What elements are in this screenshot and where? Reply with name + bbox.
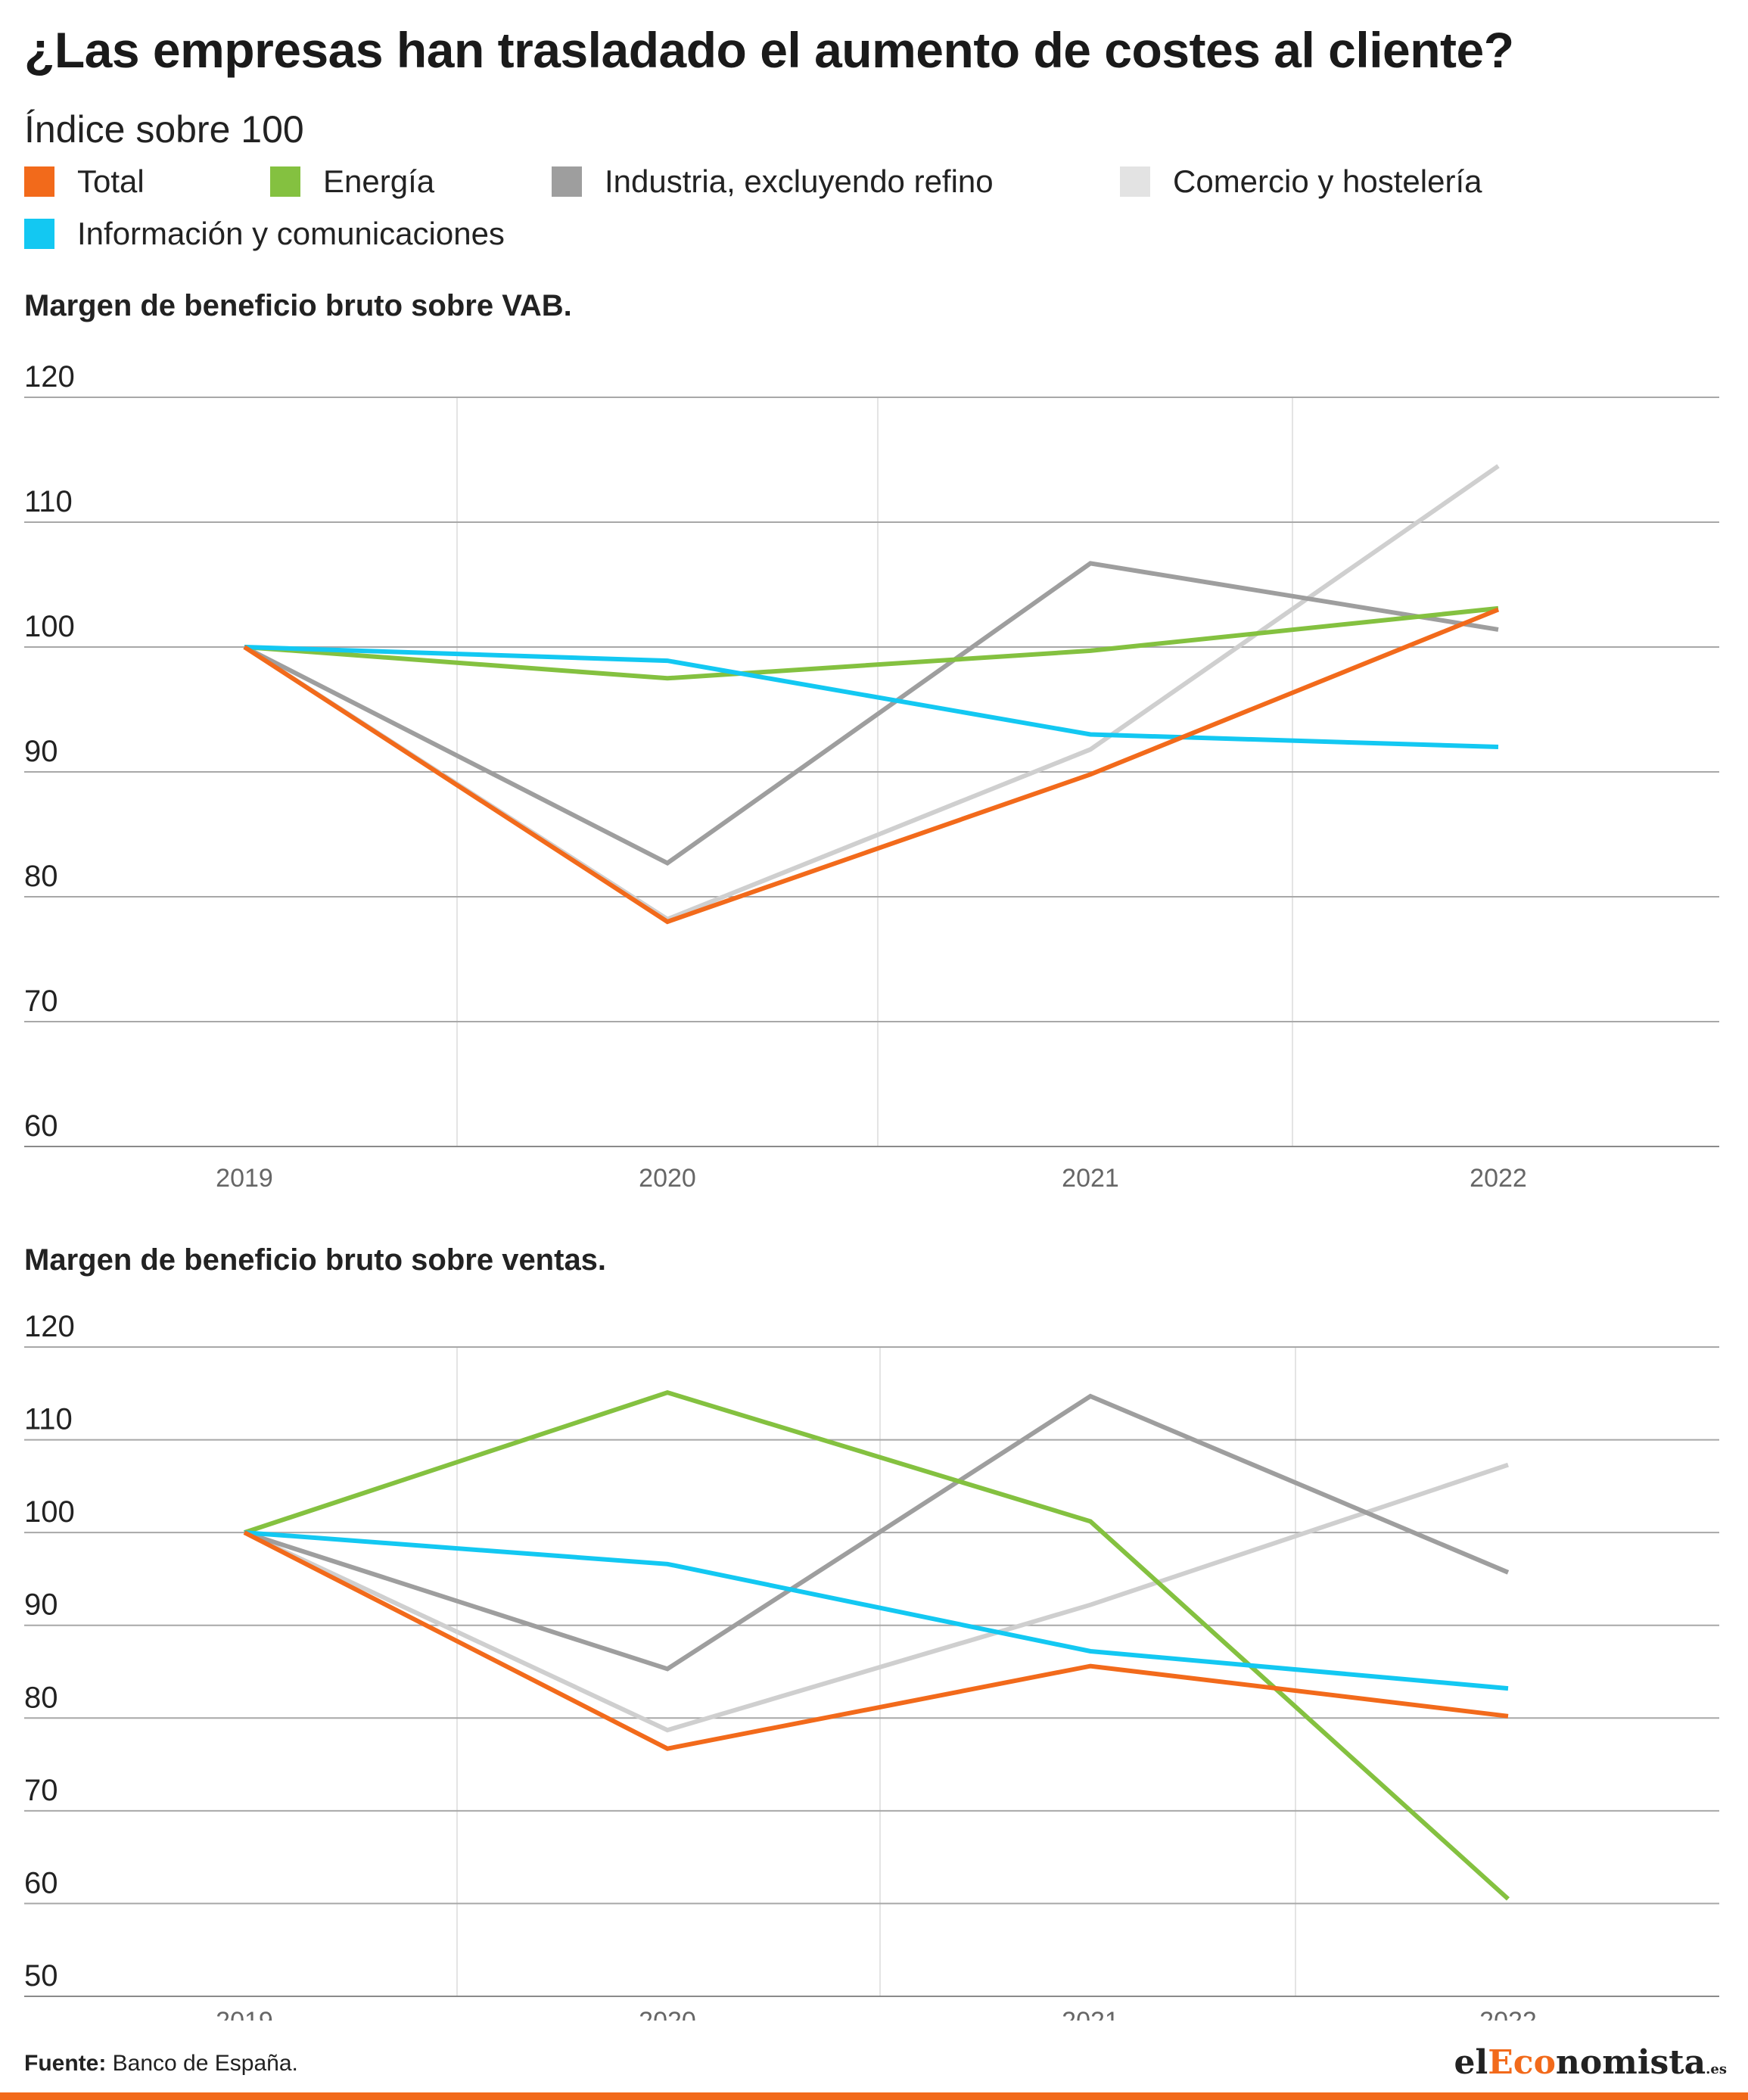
eleconomista-logo: elEconomista.es (1454, 2043, 1727, 2082)
panel-title-vab: Margen de beneficio bruto sobre VAB. (24, 289, 572, 322)
y-tick-label: 100 (24, 610, 75, 643)
legend-item-energia: Energía (270, 163, 434, 200)
x-tick-label: 2019 (216, 1164, 273, 1193)
series-line-energia (244, 1389, 1510, 1901)
chart-subtitle: Índice sobre 100 (24, 108, 304, 151)
series-line-comercio-y-hosteleria (243, 1462, 1509, 1733)
chart-title: ¿Las empresas han trasladado el aumento … (24, 22, 1514, 78)
panel-title-ventas: Margen de beneficio bruto sobre ventas. (24, 1243, 607, 1277)
y-tick-label: 110 (24, 1403, 73, 1436)
logo-part-2: Eco (1488, 2043, 1556, 2082)
y-tick-label: 70 (24, 1774, 58, 1807)
legend-swatch-comercio (1120, 166, 1150, 197)
chart-ventas: 120 110 100 90 80 70 60 50 2019 2020 2021 2022 (24, 1310, 1719, 2021)
y-tick-label: 80 (24, 1681, 58, 1714)
y-tick-label: 90 (24, 735, 58, 768)
logo-part-1: el (1454, 2043, 1488, 2082)
legend-swatch-total (24, 166, 54, 197)
y-tick-label: 90 (24, 1588, 58, 1622)
x-tick-label: 2021 (1062, 1164, 1119, 1193)
legend-label-comercio: Comercio y hostelería (1173, 163, 1482, 199)
legend-item-total: Total (24, 163, 145, 200)
series-line-total (243, 607, 1500, 925)
y-tick-label: 110 (24, 485, 73, 518)
y-tick-label: 120 (24, 1310, 75, 1343)
x-tick-label: 2022 (1479, 2007, 1537, 2021)
legend-item-comercio: Comercio y hostelería (1120, 163, 1482, 200)
y-tick-label: 120 (24, 360, 75, 394)
x-tick-label: 2020 (639, 1164, 696, 1193)
series-line-industria-excluyendo-refino (244, 1393, 1510, 1672)
legend-label-industria: Industria, excluyendo refino (605, 163, 994, 199)
legend-swatch-energia (270, 166, 300, 197)
source-note: Fuente: Banco de España. (24, 2051, 298, 2077)
series-line-informacion-y-comunicaciones (244, 645, 1499, 749)
y-tick-label: 50 (24, 1959, 58, 1993)
logo-suffix: .es (1706, 2061, 1727, 2077)
y-tick-label: 100 (24, 1495, 75, 1529)
logo-part-3: nomista (1555, 2043, 1706, 2082)
y-tick-label: 60 (24, 1866, 58, 1899)
legend-label-total: Total (77, 163, 145, 199)
series-line-industria-excluyendo-refino (243, 561, 1499, 866)
series-line-energia (244, 605, 1499, 681)
series-line-total (243, 1530, 1509, 1751)
legend-label-energia: Energía (323, 163, 435, 199)
legend-swatch-informacion (24, 219, 54, 249)
legend-item-industria: Industria, excluyendo refino (552, 163, 994, 200)
legend-swatch-industria (552, 166, 582, 197)
legend-item-informacion: Información y comunicaciones (24, 216, 505, 252)
brand-bottom-bar (0, 2092, 1748, 2100)
legend-label-informacion: Información y comunicaciones (77, 216, 505, 251)
y-tick-label: 60 (24, 1109, 58, 1143)
x-tick-label: 2022 (1470, 1164, 1527, 1193)
legend: Total Energía Industria, excluyendo refi… (24, 163, 1719, 269)
x-tick-label: 2020 (639, 2007, 696, 2021)
series-line-informacion-y-comunicaciones (244, 1530, 1509, 1691)
chart-vab: 120 110 100 90 80 70 60 2019 2020 2021 2022 (24, 360, 1719, 1193)
y-tick-label: 70 (24, 985, 58, 1018)
x-tick-label: 2021 (1062, 2007, 1119, 2021)
y-tick-label: 80 (24, 860, 58, 893)
x-tick-label: 2019 (216, 2007, 273, 2021)
source-label: Fuente: (24, 2051, 107, 2076)
source-text: Banco de España. (106, 2051, 298, 2076)
